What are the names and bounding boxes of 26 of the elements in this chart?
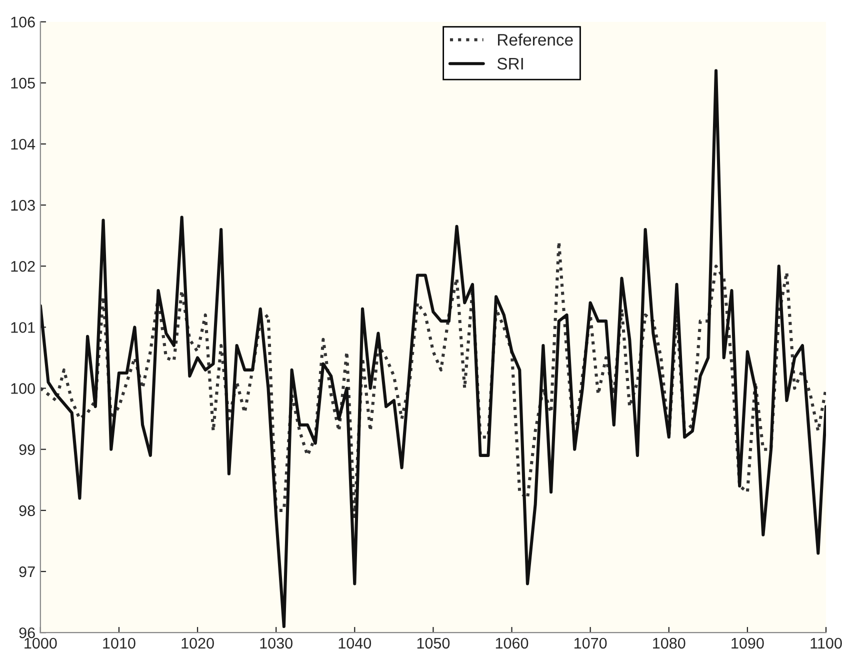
y-tick-label: 100 xyxy=(11,383,35,394)
line-series xyxy=(40,240,826,518)
legend-label: Reference xyxy=(498,34,573,46)
x-tick-label: 1080 xyxy=(653,638,686,649)
y-tick-label: 103 xyxy=(11,200,35,211)
x-tick-label: 1010 xyxy=(103,638,136,649)
x-tick-label: 1070 xyxy=(574,638,607,649)
line-series xyxy=(40,69,826,628)
x-tick-label: 1100 xyxy=(810,638,842,649)
x-tick-label: 1000 xyxy=(24,638,57,649)
y-tick-label: 102 xyxy=(11,260,35,272)
x-tick-label: 1090 xyxy=(732,638,764,649)
x-tick-label: 1060 xyxy=(496,638,528,649)
x-tick-label: 1050 xyxy=(417,638,450,649)
y-tick-label: 104 xyxy=(11,138,36,150)
x-tick-label: 1040 xyxy=(338,638,372,649)
y-tick-label: 97 xyxy=(19,566,35,578)
x-tick-label: 1030 xyxy=(260,638,292,649)
y-tick-label: 101 xyxy=(11,322,35,333)
y-tick-label: 105 xyxy=(11,78,35,89)
y-tick-label: 106 xyxy=(11,16,35,28)
x-tick-label: 1020 xyxy=(182,638,214,649)
y-tick-label: 99 xyxy=(19,444,35,456)
y-tick-label: 98 xyxy=(19,505,35,516)
y-tick-label: 96 xyxy=(19,627,35,638)
legend-label: SRI xyxy=(497,58,523,70)
